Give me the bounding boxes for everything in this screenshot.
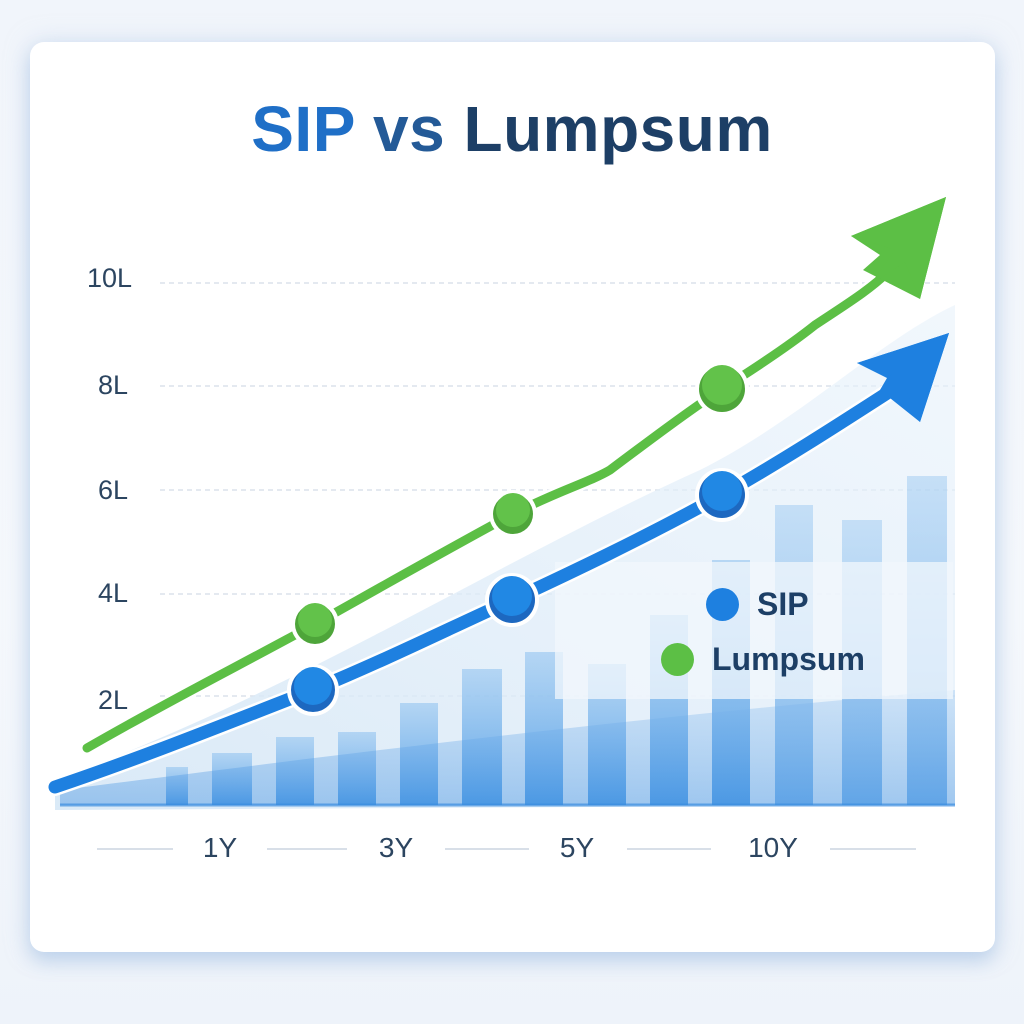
- legend-label-sip: SIP: [757, 586, 809, 622]
- lumpsum-points: [291, 362, 749, 648]
- sip-points: [287, 468, 749, 716]
- chart-title: SIP vs Lumpsum: [0, 92, 1024, 166]
- y-tick-4l: 4L: [97, 578, 128, 608]
- legend-panel: [555, 562, 953, 699]
- x-separator: [267, 848, 347, 850]
- title-sip: SIP: [251, 93, 355, 165]
- x-tick-10y: 10Y: [748, 832, 798, 863]
- x-separator: [97, 848, 173, 850]
- y-tick-10l: 10L: [86, 263, 132, 293]
- y-tick-2l: 2L: [97, 685, 128, 715]
- title-vs: vs: [373, 93, 446, 165]
- x-separator: [627, 848, 711, 850]
- sip-dot-icon: [706, 588, 739, 621]
- y-tick-6l: 6L: [97, 475, 128, 505]
- legend-item-lumpsum: Lumpsum: [661, 641, 865, 678]
- floor-area: [60, 690, 955, 805]
- y-tick-8l: 8L: [97, 370, 128, 400]
- title-lumpsum: Lumpsum: [463, 93, 773, 165]
- x-separator: [830, 848, 916, 850]
- x-tick-1y: 1Y: [202, 832, 238, 863]
- x-tick-5y: 5Y: [559, 832, 595, 863]
- x-separator: [445, 848, 529, 850]
- legend-item-sip: SIP: [706, 586, 809, 623]
- x-tick-3y: 3Y: [378, 832, 414, 863]
- legend-label-lumpsum: Lumpsum: [712, 641, 865, 677]
- lumpsum-dot-icon: [661, 643, 694, 676]
